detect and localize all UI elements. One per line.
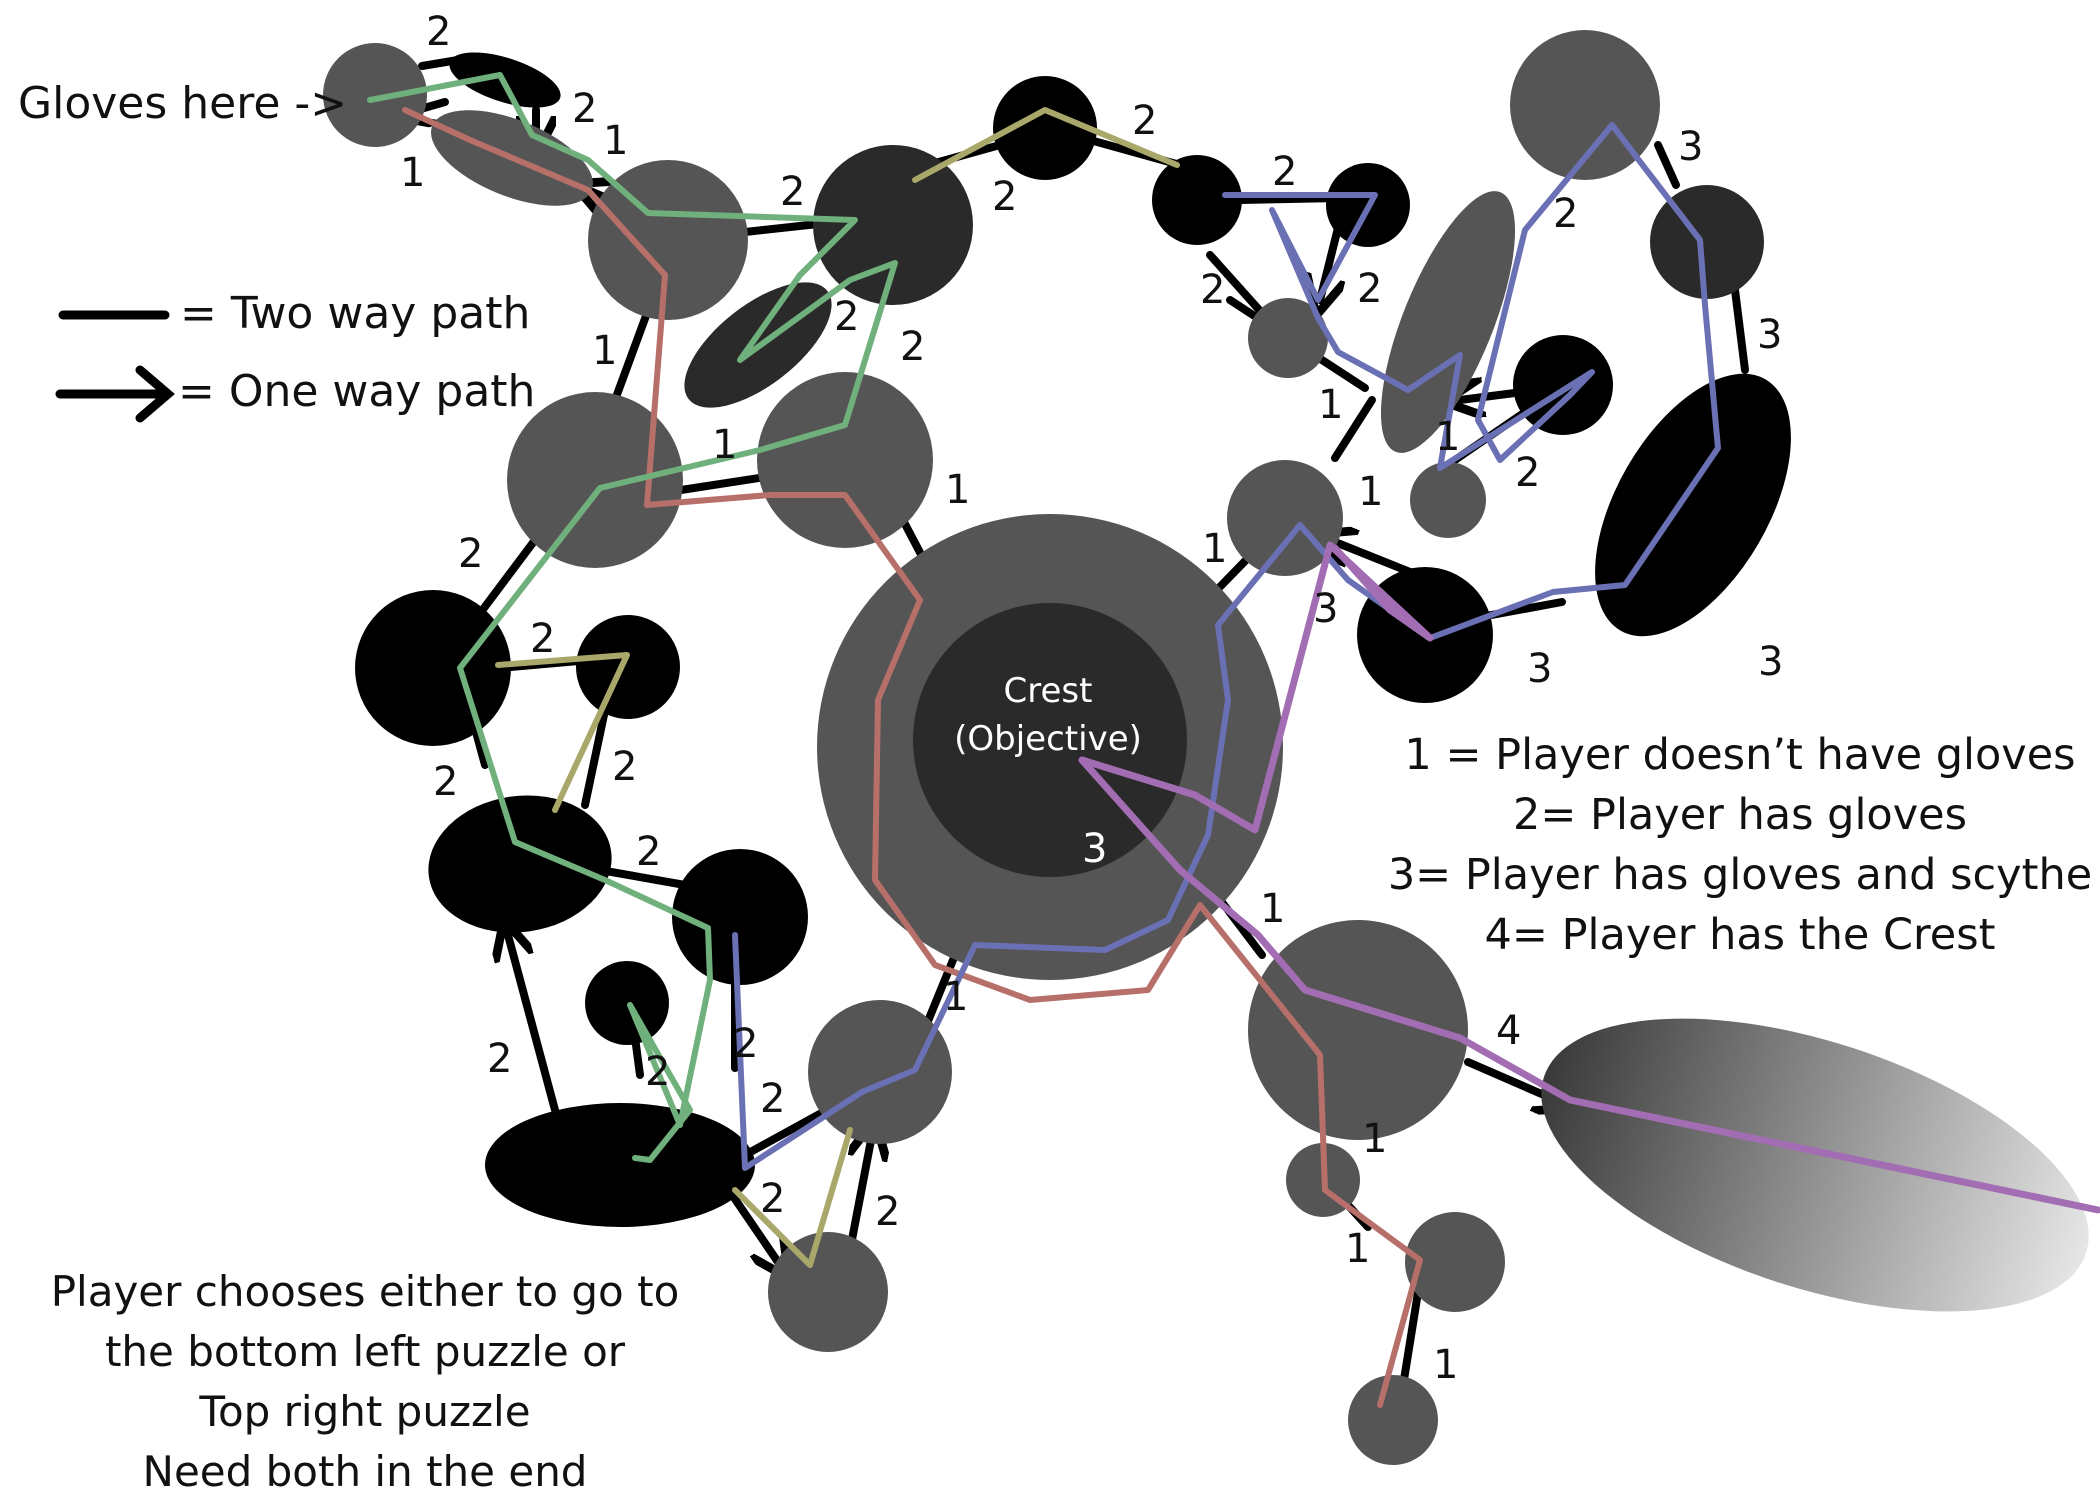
edge-number: 2 <box>1515 450 1540 496</box>
node-s <box>576 615 680 719</box>
edge-number: 1 <box>603 118 628 164</box>
legend-one-way-arrowhead <box>135 365 175 423</box>
route-olive <box>495 107 1180 1268</box>
node-ac <box>1348 1375 1438 1465</box>
node-d <box>993 76 1097 180</box>
crest-label: Crest <box>1004 671 1093 711</box>
edge-number: 1 <box>1318 382 1343 428</box>
footnote-line: the bottom left puzzle or <box>104 1327 626 1376</box>
route-blue <box>732 122 1721 1171</box>
edge-number: 2 <box>530 616 555 662</box>
edge-number: 1 <box>400 150 425 196</box>
node-gloves <box>323 43 427 147</box>
edge-number: 3 <box>1082 826 1107 872</box>
edge-number: 3 <box>1757 312 1782 358</box>
edge-number: 1 <box>1260 886 1285 932</box>
edge-number: 4 <box>1496 1008 1521 1054</box>
edge-number: 1 <box>1362 1116 1387 1162</box>
node-p <box>507 392 683 568</box>
node-exit <box>1541 1018 2089 1312</box>
edge-number: 2 <box>487 1036 512 1082</box>
legend-one-way-label: = One way path <box>178 366 536 417</box>
edge-number: 1 <box>712 422 737 468</box>
edge-number: 2 <box>458 531 483 577</box>
key-item: 3= Player has gloves and scythe <box>1387 850 2093 900</box>
node-e <box>1152 155 1242 245</box>
edge-number: 2 <box>426 9 451 55</box>
edge-number: 1 <box>1435 414 1460 460</box>
node-w <box>485 1103 755 1227</box>
node-z <box>1248 920 1468 1140</box>
node-o <box>1227 460 1343 576</box>
edge-number: 2 <box>572 86 597 132</box>
edge-number: 1 <box>1358 469 1383 515</box>
edge-number: 1 <box>943 974 968 1020</box>
route-green <box>367 72 898 1163</box>
node-crest-inner <box>913 603 1187 877</box>
edge-number: 2 <box>636 829 661 875</box>
node-l <box>1650 185 1764 299</box>
edge-number: 2 <box>1272 149 1297 195</box>
edge-number: 2 <box>645 1049 670 1095</box>
key-item: 2= Player has gloves <box>1512 790 1968 840</box>
key-item: 1 = Player doesn’t have gloves <box>1404 730 2076 780</box>
edge-number: 2 <box>875 1189 900 1235</box>
node-r <box>355 590 511 746</box>
key-item: 4= Player has the Crest <box>1484 910 1996 960</box>
edge-number: 3 <box>1527 646 1552 692</box>
edge-number: 2 <box>780 169 805 215</box>
node-i <box>1513 335 1613 435</box>
edge-number: 2 <box>612 744 637 790</box>
node-j <box>1410 462 1486 538</box>
node-g <box>1248 298 1328 378</box>
footnote-line: Need both in the end <box>142 1447 588 1496</box>
route-red <box>402 107 1423 1408</box>
edge-number: 2 <box>834 294 859 340</box>
edge-number: 2 <box>1200 267 1225 313</box>
node-y <box>768 1232 888 1352</box>
edge-number: 3 <box>1313 586 1338 632</box>
edge-number: 1 <box>1345 1226 1370 1272</box>
edge-number: 2 <box>733 1021 758 1067</box>
footnote-line: Player chooses either to go to <box>50 1267 680 1316</box>
nodes <box>323 30 2089 1465</box>
edge-number: 1 <box>592 328 617 374</box>
route-purple <box>1078 541 2100 1214</box>
node-x <box>808 1000 952 1144</box>
node-b <box>813 145 973 305</box>
edge-number: 1 <box>1202 526 1227 572</box>
node-t <box>428 795 612 933</box>
edge-number: 2 <box>760 1176 785 1222</box>
edge-number: 1 <box>945 467 970 513</box>
node-m <box>1595 373 1791 637</box>
footnote: Player chooses either to go to the botto… <box>0 1262 730 1502</box>
footnote-line: Top right puzzle <box>199 1387 531 1436</box>
node-a <box>588 160 748 320</box>
edge-number: 2 <box>900 324 925 370</box>
gloves-label: Gloves here -> <box>18 78 348 129</box>
key-box: 1 = Player doesn’t have gloves 2= Player… <box>1380 725 2100 965</box>
edge-number: 2 <box>433 759 458 805</box>
edge-number: 2 <box>1357 266 1382 312</box>
legend-glyphs <box>55 310 175 423</box>
edge-number: 2 <box>760 1076 785 1122</box>
crest-sublabel: (Objective) <box>954 719 1142 759</box>
edge-number: 2 <box>1553 191 1578 237</box>
edge-number: 3 <box>1678 124 1703 170</box>
edge-number: 1 <box>1433 1342 1458 1388</box>
edge-number: 2 <box>992 174 1017 220</box>
node-ab <box>1405 1212 1505 1312</box>
node-v <box>585 961 669 1045</box>
edge-number: 2 <box>1132 98 1157 144</box>
legend-two-way-label: = Two way path <box>180 288 531 339</box>
edge-numbers: 2 2 1 1 2 2 2 1 2 2 1 1 2 2 2 2 2 2 2 2 … <box>400 9 1783 1388</box>
node-q <box>757 372 933 548</box>
edge-number: 3 <box>1758 639 1783 685</box>
node-u <box>672 849 808 985</box>
